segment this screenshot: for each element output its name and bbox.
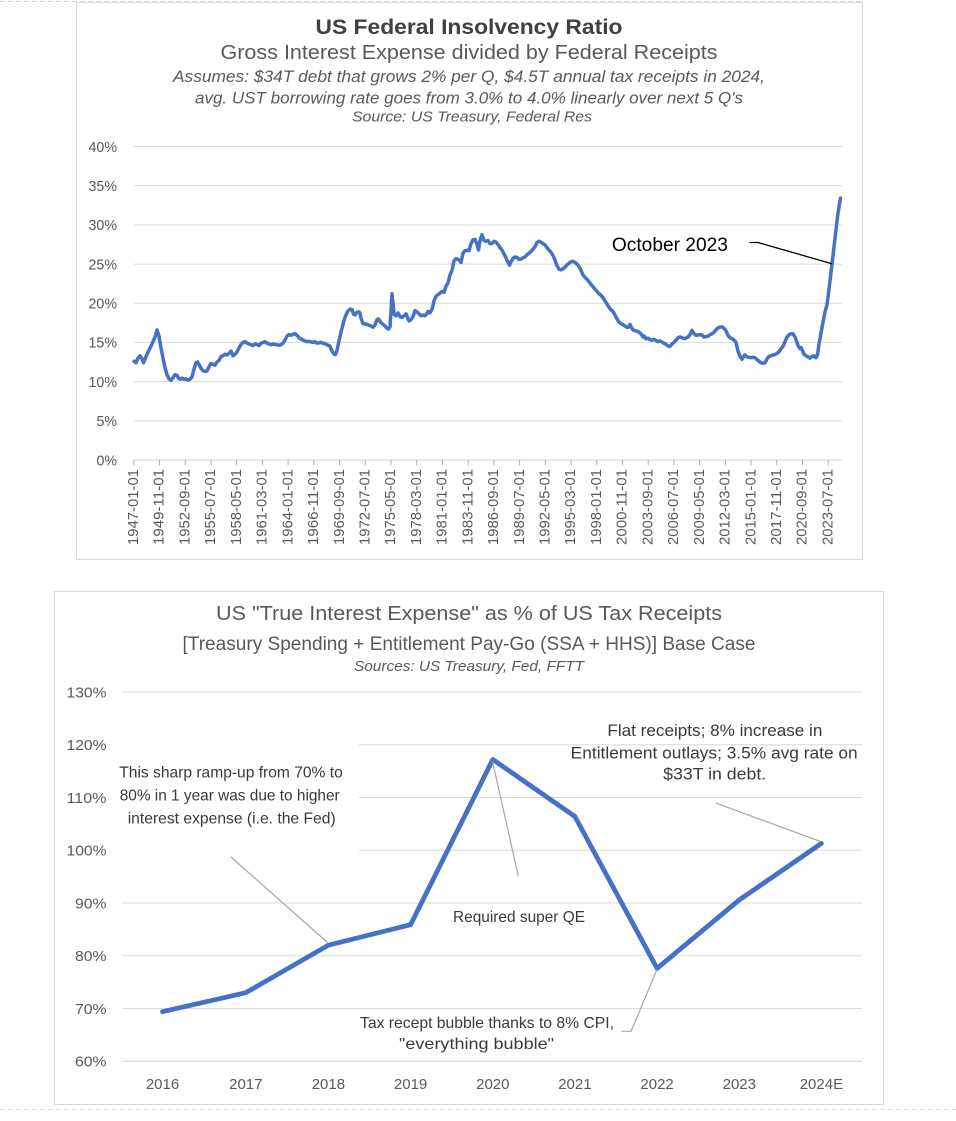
svg-text:2024E: 2024E bbox=[800, 1076, 843, 1093]
svg-text:1964-01-01: 1964-01-01 bbox=[280, 469, 296, 545]
svg-text:100%: 100% bbox=[67, 843, 107, 860]
svg-text:1947-01-01: 1947-01-01 bbox=[126, 469, 142, 545]
svg-text:[Treasury Spending + Entitleme: [Treasury Spending + Entitlement Pay-Go … bbox=[183, 634, 756, 655]
svg-text:Gross Interest Expense divided: Gross Interest Expense divided by Federa… bbox=[221, 42, 718, 64]
svg-text:1983-11-01: 1983-11-01 bbox=[460, 469, 476, 545]
svg-text:2006-07-01: 2006-07-01 bbox=[666, 469, 682, 545]
svg-text:2023: 2023 bbox=[723, 1076, 756, 1093]
svg-text:Sources: US Treasury, Fed, FFT: Sources: US Treasury, Fed, FFTT bbox=[354, 658, 586, 675]
svg-text:1969-09-01: 1969-09-01 bbox=[332, 469, 348, 545]
svg-text:2021: 2021 bbox=[558, 1076, 591, 1093]
svg-text:1955-07-01: 1955-07-01 bbox=[203, 469, 219, 545]
svg-text:1995-03-01: 1995-03-01 bbox=[563, 469, 579, 545]
svg-text:2012-03-01: 2012-03-01 bbox=[718, 469, 734, 545]
svg-text:"everything bubble": "everything bubble" bbox=[399, 1036, 554, 1053]
svg-text:90%: 90% bbox=[75, 895, 107, 912]
svg-text:1961-03-01: 1961-03-01 bbox=[255, 469, 271, 545]
svg-text:2003-09-01: 2003-09-01 bbox=[640, 469, 656, 545]
svg-text:2017-11-01: 2017-11-01 bbox=[769, 469, 785, 545]
svg-text:1958-05-01: 1958-05-01 bbox=[229, 469, 245, 545]
svg-text:60%: 60% bbox=[75, 1054, 107, 1071]
svg-text:Source: US Treasury, Federal R: Source: US Treasury, Federal Res bbox=[352, 109, 593, 126]
svg-text:25%: 25% bbox=[89, 256, 118, 273]
svg-text:2009-05-01: 2009-05-01 bbox=[692, 469, 708, 545]
svg-text:15%: 15% bbox=[89, 335, 118, 352]
svg-text:10%: 10% bbox=[89, 374, 118, 391]
svg-text:This sharp ramp-up from 70% to: This sharp ramp-up from 70% to bbox=[119, 764, 343, 781]
svg-text:1989-07-01: 1989-07-01 bbox=[512, 469, 528, 545]
svg-text:80%: 80% bbox=[75, 948, 107, 965]
svg-text:avg. UST borrowing rate goes f: avg. UST borrowing rate goes from 3.0% t… bbox=[195, 89, 743, 108]
svg-text:Tax recept bubble thanks to 8%: Tax recept bubble thanks to 8% CPI, bbox=[360, 1015, 614, 1032]
svg-text:1975-05-01: 1975-05-01 bbox=[383, 469, 399, 545]
svg-text:35%: 35% bbox=[89, 178, 118, 195]
svg-text:1978-03-01: 1978-03-01 bbox=[409, 469, 425, 545]
svg-text:1949-11-01: 1949-11-01 bbox=[152, 469, 168, 545]
svg-text:Required super QE: Required super QE bbox=[453, 909, 585, 926]
svg-text:120%: 120% bbox=[67, 737, 107, 754]
svg-text:30%: 30% bbox=[89, 217, 118, 234]
svg-text:2000-11-01: 2000-11-01 bbox=[615, 469, 631, 545]
svg-text:80% in 1 year was due to highe: 80% in 1 year was due to higher bbox=[120, 787, 341, 804]
svg-text:Assumes: $34T debt that grows: Assumes: $34T debt that grows 2% per Q, … bbox=[172, 67, 765, 86]
svg-text:October 2023: October 2023 bbox=[612, 235, 728, 256]
svg-text:2022: 2022 bbox=[640, 1076, 673, 1093]
svg-text:2015-01-01: 2015-01-01 bbox=[743, 469, 759, 545]
svg-text:Flat receipts; 8% increase in: Flat receipts; 8% increase in bbox=[607, 722, 822, 740]
svg-text:20%: 20% bbox=[89, 296, 118, 313]
svg-text:2017: 2017 bbox=[229, 1076, 262, 1093]
svg-text:130%: 130% bbox=[67, 684, 107, 701]
svg-text:2020: 2020 bbox=[476, 1076, 509, 1093]
svg-text:70%: 70% bbox=[75, 1001, 107, 1018]
svg-text:2018: 2018 bbox=[312, 1076, 345, 1093]
svg-text:40%: 40% bbox=[89, 139, 118, 156]
svg-text:Entitlement outlays; 3.5% avg: Entitlement outlays; 3.5% avg rate on bbox=[571, 745, 858, 763]
svg-text:1981-01-01: 1981-01-01 bbox=[435, 469, 451, 545]
svg-text:5%: 5% bbox=[97, 413, 118, 430]
svg-text:2019: 2019 bbox=[394, 1076, 427, 1093]
svg-text:2020-09-01: 2020-09-01 bbox=[795, 469, 811, 545]
svg-text:interest expense (i.e. the Fed: interest expense (i.e. the Fed) bbox=[128, 810, 336, 827]
svg-text:1986-09-01: 1986-09-01 bbox=[486, 469, 502, 545]
svg-text:1998-01-01: 1998-01-01 bbox=[589, 469, 605, 545]
svg-text:0%: 0% bbox=[97, 452, 118, 469]
svg-text:2023-07-01: 2023-07-01 bbox=[820, 469, 836, 545]
svg-text:2016: 2016 bbox=[146, 1076, 179, 1093]
svg-text:US "True Interest Expense" as: US "True Interest Expense" as % of US Ta… bbox=[216, 603, 722, 625]
svg-text:US Federal Insolvency Ratio: US Federal Insolvency Ratio bbox=[316, 16, 623, 39]
svg-text:1952-09-01: 1952-09-01 bbox=[177, 469, 193, 545]
svg-text:1966-11-01: 1966-11-01 bbox=[306, 469, 322, 545]
svg-text:1992-05-01: 1992-05-01 bbox=[538, 469, 554, 545]
svg-text:$33T in debt.: $33T in debt. bbox=[663, 766, 766, 784]
svg-text:110%: 110% bbox=[67, 790, 107, 807]
svg-text:1972-07-01: 1972-07-01 bbox=[358, 469, 374, 545]
